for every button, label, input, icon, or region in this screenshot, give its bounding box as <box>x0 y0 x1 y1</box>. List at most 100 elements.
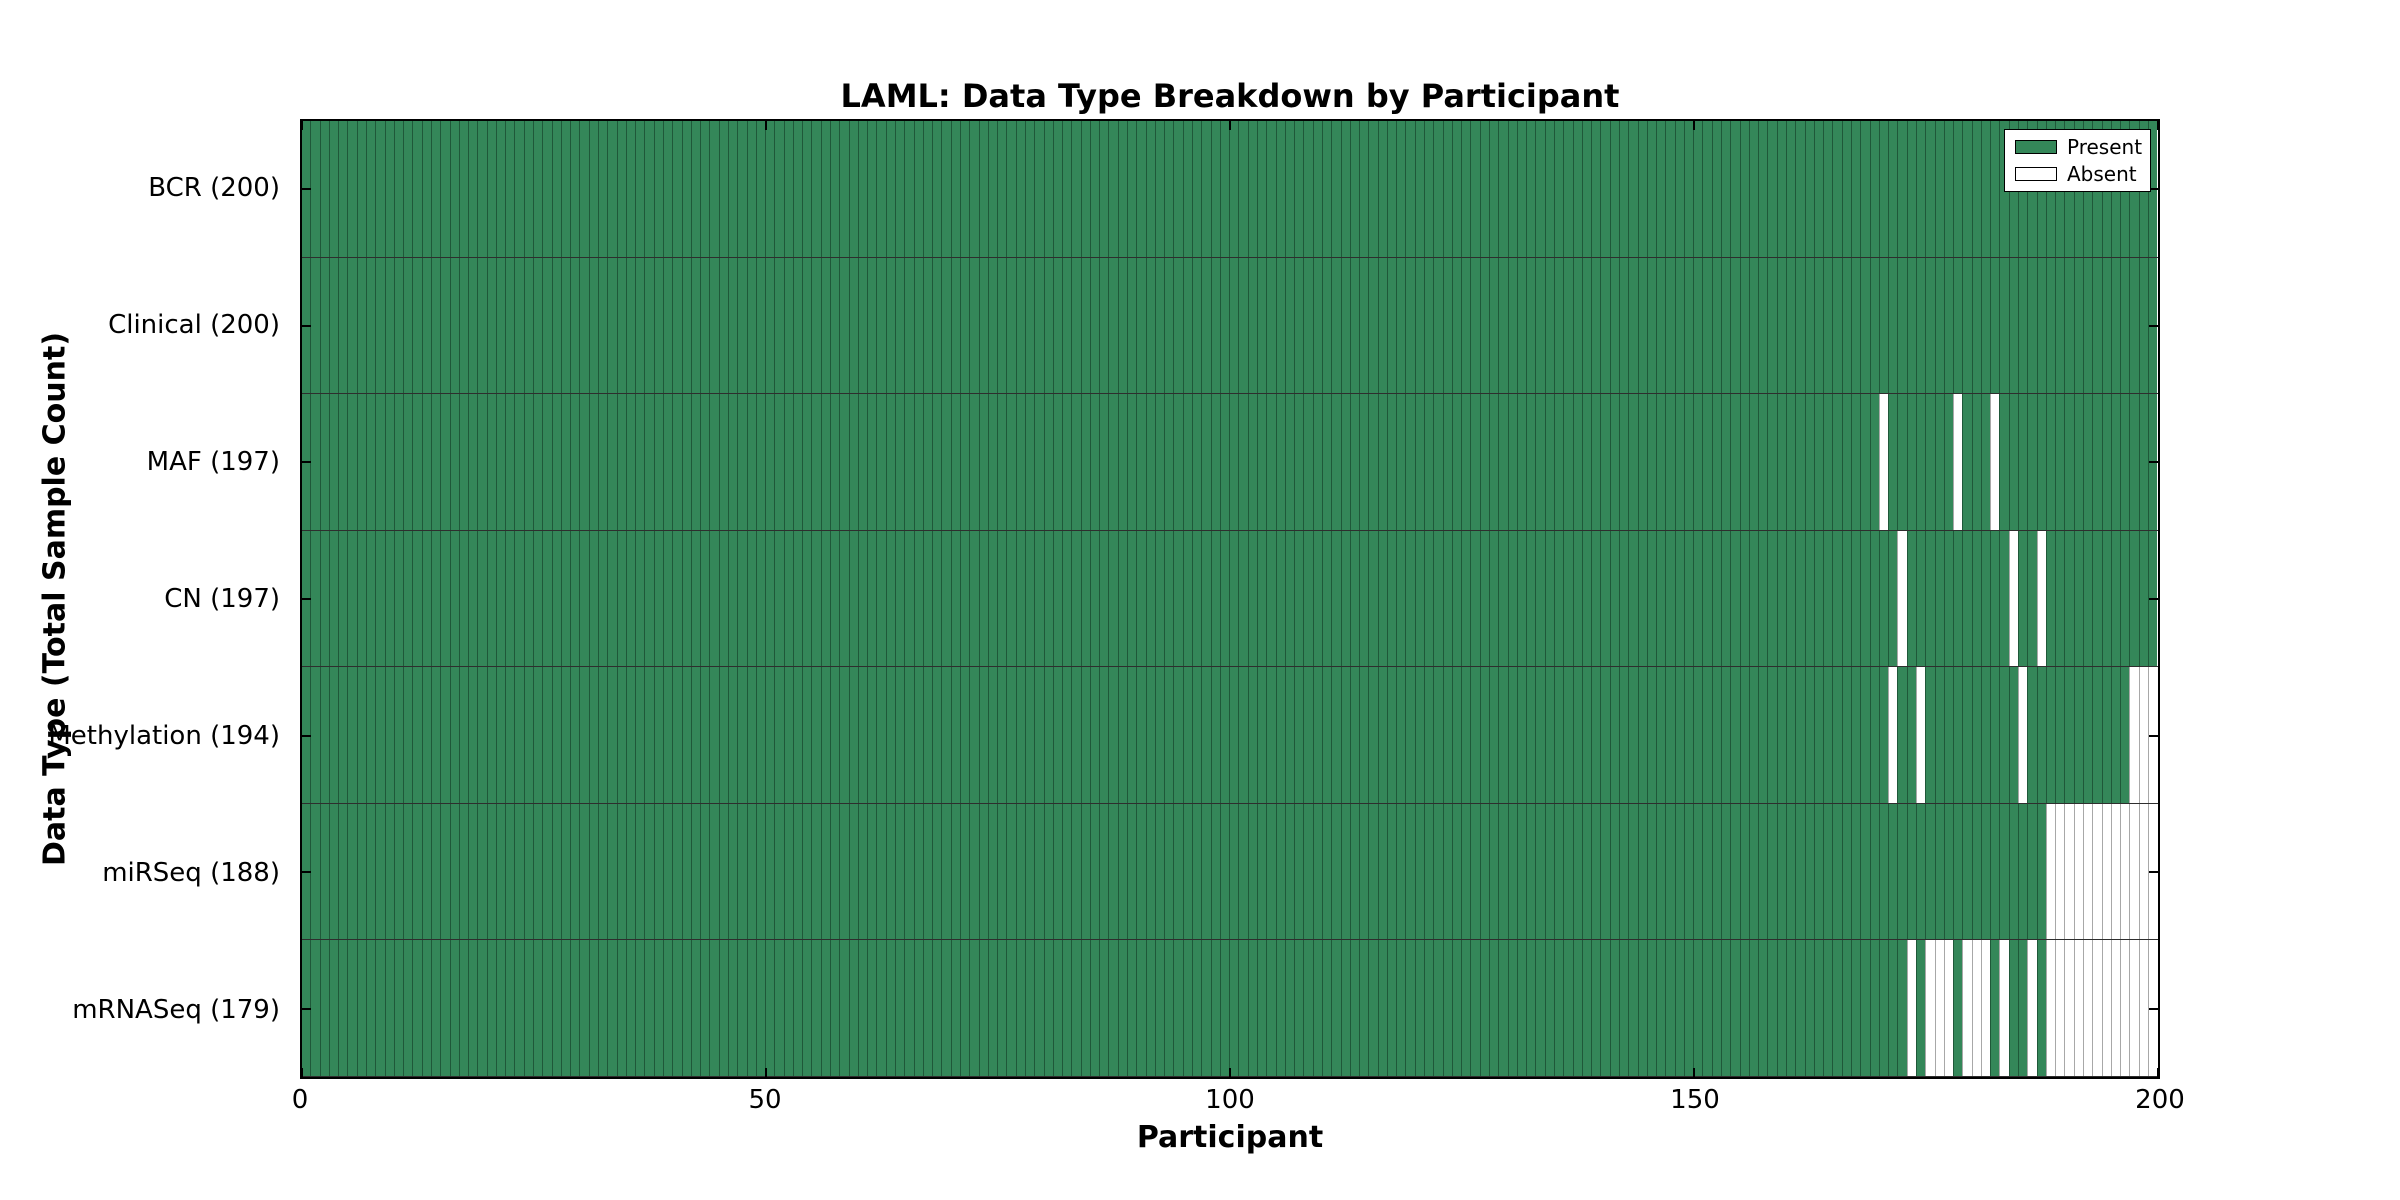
cell-present <box>375 121 385 257</box>
cell-present <box>579 940 589 1077</box>
cell-present <box>932 667 942 803</box>
cell-present <box>1062 257 1072 394</box>
cell-present <box>635 940 645 1077</box>
cell-present <box>1813 667 1824 803</box>
cell-present <box>1117 940 1128 1077</box>
cell-present <box>1628 667 1638 803</box>
cell-present <box>904 121 914 257</box>
cell-present <box>802 257 812 394</box>
cell-present <box>718 667 728 803</box>
cell-present <box>1182 667 1192 803</box>
cell-present <box>486 530 496 667</box>
cell-present <box>1479 121 1489 257</box>
heatmap-row-bcr <box>302 121 2158 258</box>
cell-present <box>1247 940 1257 1077</box>
y-tick-mark <box>302 598 311 600</box>
y-tick-mark <box>302 188 311 191</box>
cell-present <box>1767 394 1777 530</box>
cell-present <box>598 803 608 940</box>
cell-present <box>1962 394 1972 530</box>
cell-present <box>1359 530 1369 667</box>
cell-present <box>1860 940 1870 1077</box>
cell-present <box>922 394 933 530</box>
cell-present <box>1925 257 1935 394</box>
cell-present <box>421 667 431 803</box>
cell-present <box>458 530 469 667</box>
cell-present <box>783 257 793 394</box>
cell-present <box>839 530 849 667</box>
cell-present <box>1748 530 1759 667</box>
cell-present <box>1832 940 1842 1077</box>
cell-present <box>922 803 933 940</box>
cell-present <box>1294 394 1304 530</box>
cell-present <box>885 394 895 530</box>
cell-present <box>1275 803 1285 940</box>
cell-present <box>598 940 608 1077</box>
cell-present <box>1201 940 1211 1077</box>
cell-present <box>904 394 914 530</box>
cell-present <box>1813 530 1824 667</box>
cell-present <box>783 121 793 257</box>
cell-present <box>356 940 366 1077</box>
cell-present <box>1219 394 1230 530</box>
x-tick-label: 50 <box>748 1085 782 1115</box>
y-tick-label: Clinical (200) <box>108 309 280 340</box>
cell-present <box>1377 803 1387 940</box>
cell-present <box>1665 394 1675 530</box>
cell-present <box>458 257 469 394</box>
cell-present <box>468 530 478 667</box>
cell-present <box>1024 803 1035 940</box>
cell-present <box>1804 257 1814 394</box>
cell-present <box>1823 394 1833 530</box>
cell-present <box>1637 257 1647 394</box>
cell-absent <box>1897 530 1907 667</box>
cell-present <box>1108 940 1118 1077</box>
cell-present <box>885 530 895 667</box>
cell-present <box>1832 803 1842 940</box>
cell-present <box>913 394 923 530</box>
cell-present <box>727 121 738 257</box>
cell-present <box>356 803 366 940</box>
cell-present <box>653 667 663 803</box>
cell-present <box>1841 940 1851 1077</box>
cell-present <box>681 257 691 394</box>
cell-present <box>1646 940 1657 1077</box>
cell-present <box>505 803 515 940</box>
cell-present <box>1786 667 1796 803</box>
cell-present <box>1804 121 1814 257</box>
cell-present <box>551 667 561 803</box>
cell-present <box>449 667 459 803</box>
cell-present <box>347 940 357 1077</box>
cell-present <box>811 394 821 530</box>
cell-present <box>959 530 970 667</box>
cell-present <box>1758 940 1768 1077</box>
cell-present <box>1321 394 1332 530</box>
cell-present <box>1489 940 1499 1077</box>
cell-absent <box>2027 940 2037 1077</box>
cell-present <box>2073 667 2083 803</box>
cell-present <box>505 530 515 667</box>
cell-present <box>2129 257 2139 394</box>
cell-present <box>1850 667 1861 803</box>
cell-present <box>1721 257 1731 394</box>
cell-present <box>997 803 1007 940</box>
cell-present <box>2092 530 2102 667</box>
cell-present <box>1145 530 1155 667</box>
cell-present <box>477 803 487 940</box>
cell-present <box>2110 667 2121 803</box>
cell-present <box>1563 940 1573 1077</box>
cell-present <box>1238 121 1248 257</box>
legend-item-present: Present <box>2015 136 2142 158</box>
y-tick-label: Methylation (194) <box>48 721 280 752</box>
cell-present <box>1609 803 1619 940</box>
cell-absent <box>2092 803 2102 940</box>
cell-present <box>2045 257 2056 394</box>
cell-absent <box>2055 940 2065 1077</box>
cell-present <box>1099 940 1109 1077</box>
cell-present <box>1563 121 1573 257</box>
cell-present <box>2036 667 2046 803</box>
cell-present <box>1062 394 1072 530</box>
cell-present <box>338 394 348 530</box>
cell-present <box>1850 257 1861 394</box>
cell-present <box>1591 667 1601 803</box>
